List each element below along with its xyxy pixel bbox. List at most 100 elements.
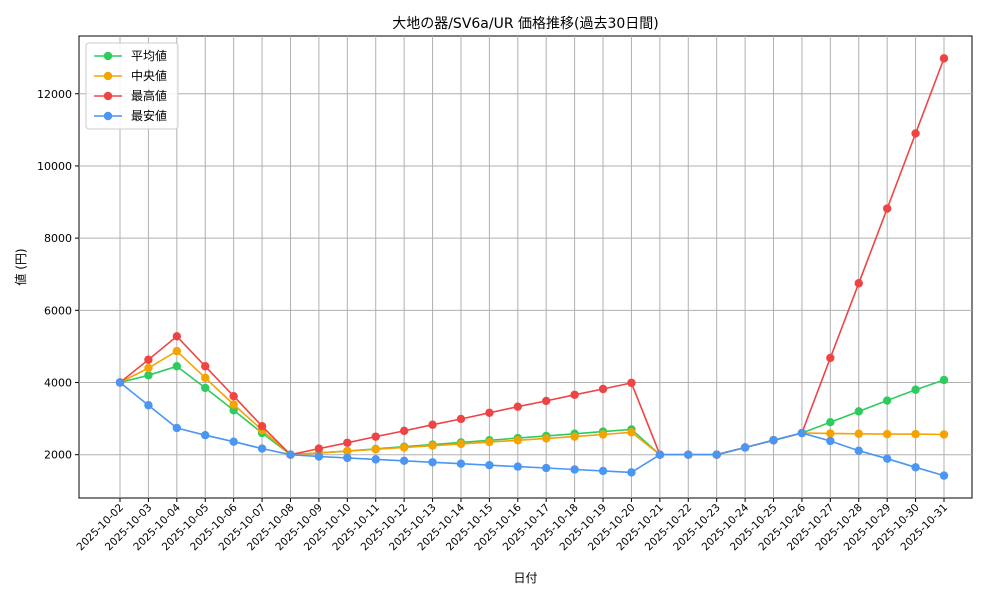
data-point: [598, 430, 608, 439]
x-axis-label: 日付: [513, 571, 537, 585]
y-tick-label: 8000: [44, 232, 72, 245]
data-point: [939, 54, 949, 63]
data-point: [428, 458, 437, 467]
series-group: [115, 54, 949, 480]
data-point: [456, 414, 466, 424]
legend-label: 中央値: [131, 68, 167, 83]
series-line: [119, 350, 945, 456]
data-point: [627, 378, 636, 388]
data-point: [343, 453, 352, 463]
data-point: [513, 462, 522, 471]
data-point: [201, 430, 210, 440]
data-point: [911, 429, 920, 439]
data-point: [939, 471, 949, 480]
data-point: [343, 446, 352, 456]
data-point: [712, 450, 721, 459]
y-tick-label: 12000: [37, 88, 72, 101]
series-line: [119, 58, 945, 456]
data-point: [513, 402, 522, 411]
data-point: [229, 437, 238, 446]
data-point: [172, 423, 182, 433]
data-point: [542, 463, 551, 473]
grid: [79, 36, 972, 498]
data-point: [485, 408, 494, 418]
data-point: [201, 383, 210, 393]
data-point: [740, 443, 750, 452]
data-point: [428, 441, 437, 450]
data-point: [911, 463, 920, 472]
legend-label: 最高値: [131, 88, 167, 103]
legend-label: 最安値: [131, 108, 167, 123]
data-point: [826, 353, 835, 363]
series-line: [119, 365, 945, 456]
data-point: [939, 375, 949, 385]
data-point: [371, 432, 380, 441]
legend-swatch-marker: [103, 111, 113, 121]
legend-swatch-marker: [103, 91, 113, 101]
data-point: [371, 455, 380, 464]
data-point: [598, 384, 608, 394]
data-point: [456, 459, 466, 468]
data-point: [826, 436, 835, 446]
data-point: [399, 456, 409, 466]
data-point: [542, 396, 551, 406]
data-point: [598, 466, 608, 476]
legend-label: 平均値: [131, 48, 167, 63]
data-point: [371, 445, 380, 454]
data-point: [570, 465, 579, 474]
data-point: [939, 430, 949, 439]
data-point: [172, 332, 182, 341]
legend-box: [85, 42, 179, 130]
data-point: [854, 279, 863, 288]
data-point: [229, 400, 238, 409]
data-point: [314, 444, 324, 453]
data-point: [911, 129, 920, 138]
data-point: [115, 378, 125, 387]
data-point: [343, 438, 352, 447]
data-point: [570, 432, 579, 441]
data-point: [485, 437, 494, 447]
data-point: [570, 390, 579, 399]
data-point: [542, 434, 551, 443]
y-tick-label: 6000: [44, 304, 72, 317]
data-point: [882, 429, 892, 439]
series-line: [119, 381, 945, 477]
data-point: [201, 373, 210, 383]
y-axis-label: 値 (円): [13, 248, 28, 285]
data-point: [144, 401, 153, 410]
data-point: [854, 446, 863, 455]
data-point: [399, 426, 409, 436]
data-point: [314, 452, 324, 461]
chart-title: 大地の器/SV6a/UR 価格推移(過去30日間): [392, 16, 659, 32]
data-point: [882, 396, 892, 405]
data-point: [854, 429, 863, 438]
y-tick-label: 4000: [44, 377, 72, 390]
data-point: [201, 362, 210, 371]
data-point: [485, 460, 494, 470]
data-point: [172, 362, 182, 371]
data-point: [882, 454, 892, 463]
data-point: [797, 428, 807, 438]
data-point: [684, 450, 693, 459]
data-point: [399, 443, 409, 452]
data-point: [144, 355, 153, 364]
data-point: [769, 436, 778, 445]
data-point: [513, 436, 522, 445]
data-point: [229, 392, 238, 401]
data-point: [627, 468, 636, 477]
data-point: [882, 204, 892, 213]
data-point: [456, 439, 466, 449]
legend-swatch-marker: [103, 51, 113, 61]
data-point: [257, 444, 267, 453]
data-point: [144, 371, 153, 380]
plot-area: [78, 35, 973, 499]
y-tick-label: 10000: [37, 160, 72, 173]
data-point: [826, 418, 835, 427]
y-tick-label: 2000: [44, 449, 72, 462]
data-point: [257, 421, 267, 431]
data-point: [655, 450, 665, 459]
data-point: [627, 428, 636, 437]
data-point: [911, 385, 920, 394]
